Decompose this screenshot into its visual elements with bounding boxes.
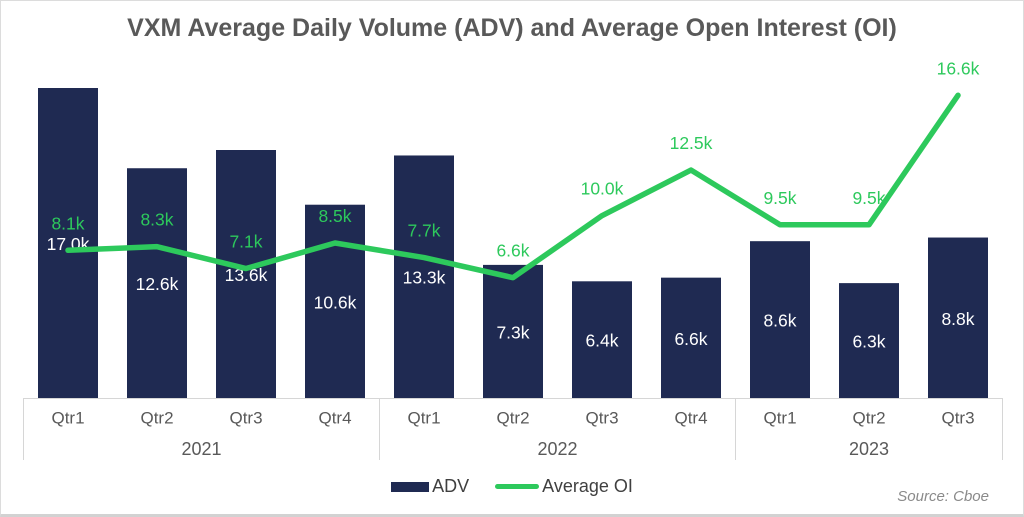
adv-value-label: 6.4k	[585, 331, 618, 351]
bar-adv-2022-qtr2	[483, 264, 543, 398]
oi-value-label: 16.6k	[937, 58, 980, 78]
adv-value-label: 7.3k	[496, 322, 529, 342]
adv-value-label: 13.3k	[403, 268, 446, 288]
bar-adv-2022-qtr1	[394, 155, 454, 398]
bar-adv-2022-qtr4	[661, 277, 721, 398]
adv-bar-swatch-icon	[391, 481, 430, 492]
oi-value-label: 7.1k	[229, 232, 262, 252]
axis-label-year: 2023	[849, 439, 889, 459]
oi-value-label: 7.7k	[407, 221, 440, 241]
adv-value-label: 10.6k	[314, 292, 357, 312]
axis-label-quarter: Qtr4	[674, 409, 707, 428]
chart-title: VXM Average Daily Volume (ADV) and Avera…	[127, 14, 897, 42]
oi-value-label: 9.5k	[852, 188, 885, 208]
bar-adv-2021-qtr3	[216, 150, 276, 398]
average-oi-line	[65, 92, 961, 281]
oi-value-label: 8.5k	[318, 206, 351, 226]
axis-label-quarter: Qtr3	[229, 409, 262, 428]
axis-label-quarter: Qtr2	[496, 409, 529, 428]
oi-value-label: 9.5k	[763, 188, 796, 208]
axis-label-quarter: Qtr4	[318, 409, 351, 428]
legend: ADV Average OI	[1, 476, 1023, 497]
adv-value-label: 8.6k	[763, 311, 796, 331]
legend-label-adv: ADV	[432, 476, 470, 496]
axis-label-quarter: Qtr2	[852, 409, 885, 428]
average-oi-line-swatch-icon	[495, 484, 540, 489]
bar-adv-2023-qtr3	[928, 237, 988, 398]
oi-value-label: 8.1k	[51, 213, 84, 233]
bar-adv-2023-qtr1	[750, 241, 810, 398]
bar-adv-2021-qtr2	[127, 168, 187, 398]
oi-value-label: 6.6k	[496, 241, 529, 261]
axis-label-quarter: Qtr3	[941, 409, 974, 428]
bar-adv-2021-qtr4	[305, 204, 365, 398]
bar-adv-2022-qtr3	[572, 281, 632, 398]
adv-value-label: 13.6k	[225, 265, 268, 285]
oi-value-label: 12.5k	[670, 133, 713, 153]
bar-adv-2023-qtr2	[839, 283, 899, 398]
axis-label-quarter: Qtr1	[407, 409, 440, 428]
axis-label-year: 2021	[181, 439, 221, 459]
axis-label-quarter: Qtr3	[585, 409, 618, 428]
legend-label-average-oi: Average OI	[542, 476, 633, 496]
source-note: Source: Cboe	[897, 488, 989, 505]
adv-value-label: 6.3k	[852, 332, 885, 352]
adv-value-label: 6.6k	[674, 329, 707, 349]
legend-item-average-oi: Average OI	[495, 476, 633, 497]
axis-label-quarter: Qtr1	[763, 409, 796, 428]
legend-item-adv: ADV	[391, 476, 469, 497]
axis-label-quarter: Qtr1	[51, 409, 84, 428]
axis-label-year: 2022	[537, 439, 577, 459]
bar-adv-2021-qtr1	[38, 88, 98, 398]
oi-value-label: 8.3k	[140, 210, 173, 230]
adv-value-label: 8.8k	[941, 309, 974, 329]
axis-label-quarter: Qtr2	[140, 409, 173, 428]
oi-value-label: 10.0k	[581, 179, 624, 199]
adv-value-label: 12.6k	[136, 274, 179, 294]
